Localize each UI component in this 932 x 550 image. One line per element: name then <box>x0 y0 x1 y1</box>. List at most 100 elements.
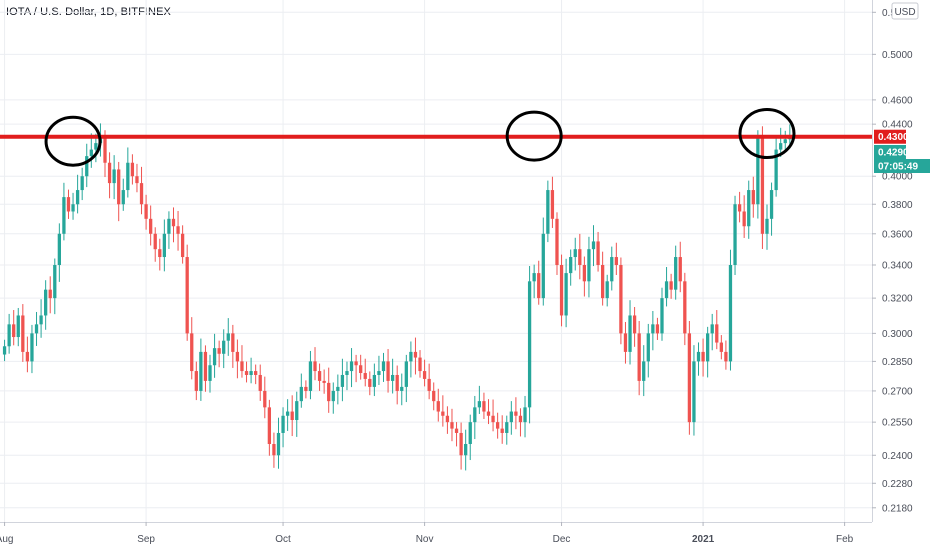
candle-body-up <box>527 281 532 408</box>
candle-body-down <box>751 190 755 205</box>
candle-body-up <box>85 156 89 177</box>
candle-body-down <box>737 204 742 212</box>
candle-series <box>2 123 792 471</box>
chart-grid <box>0 0 872 522</box>
price-tick-label: 0.3800 <box>882 200 913 211</box>
price-tick-label: 0.5000 <box>882 50 913 61</box>
candle-body-up <box>774 149 778 191</box>
candle-body-up <box>783 139 787 144</box>
candle-body-up <box>345 371 349 375</box>
candle-body-down <box>327 382 331 402</box>
candle-body-down <box>12 324 16 338</box>
candle-body-up <box>126 162 130 191</box>
candle-body-down <box>596 241 600 266</box>
candle-body-down <box>550 190 555 219</box>
candle-body-up <box>7 324 11 347</box>
candle-body-down <box>135 176 139 184</box>
candle-body-down <box>267 407 272 445</box>
annotation-circle <box>44 115 102 167</box>
candle-body-up <box>16 315 20 338</box>
candle-body-down <box>144 204 148 219</box>
candle-body-up <box>199 351 203 391</box>
candle-body-down <box>313 361 317 372</box>
candle-body-up <box>509 411 513 423</box>
candle-body-down <box>719 342 723 352</box>
candle-body-up <box>167 218 171 234</box>
candle-body-down <box>194 371 198 391</box>
candle-body-down <box>454 428 459 433</box>
candle-body-up <box>468 422 472 445</box>
candle-body-down <box>176 226 180 234</box>
candle-body-up <box>377 371 381 375</box>
candle-body-down <box>514 411 518 416</box>
candle-body-down <box>354 361 358 366</box>
candle-body-down <box>231 333 235 352</box>
candle-body-up <box>651 324 655 334</box>
candle-body-down <box>760 136 765 234</box>
candle-body-up <box>57 233 61 266</box>
price-tick-label: 0.4400 <box>882 120 913 131</box>
candle-body-up <box>464 444 468 456</box>
candle-body-down <box>518 415 523 423</box>
time-tick-label: Oct <box>275 534 291 545</box>
candle-body-down <box>25 351 30 362</box>
price-tick-label: 0.3600 <box>882 229 913 240</box>
price-tick-label: 0.2850 <box>882 357 913 368</box>
candle-body-up <box>71 204 75 212</box>
candle-body-up <box>696 351 701 362</box>
candle-body-up <box>212 348 217 366</box>
candle-body-down <box>317 371 322 381</box>
candle-body-up <box>628 315 632 352</box>
candle-body-down <box>240 361 244 372</box>
candle-body-down <box>272 444 276 456</box>
candle-body-down <box>537 273 541 299</box>
candle-body-down <box>441 411 445 416</box>
candle-body-down <box>130 162 135 177</box>
candle-body-down <box>235 351 240 362</box>
candle-body-down <box>363 373 367 379</box>
candle-body-down <box>582 265 587 282</box>
candle-body-down <box>422 371 427 379</box>
candle-body-up <box>610 257 614 282</box>
candle-body-down <box>217 348 221 354</box>
candle-body-down <box>495 422 500 429</box>
resistance-price-label-bg <box>874 129 906 144</box>
candle-body-down <box>687 333 692 423</box>
candle-body-up <box>564 273 568 316</box>
price-tick-label: 0.2700 <box>882 386 913 397</box>
price-tick-label: 0.4600 <box>882 95 913 106</box>
candle-body-up <box>112 169 116 184</box>
candle-body-down <box>445 415 450 423</box>
candle-body-up <box>372 374 377 387</box>
candle-body-down <box>258 374 262 391</box>
candle-body-down <box>254 371 258 375</box>
candle-body-up <box>331 390 335 402</box>
candle-body-up <box>121 190 125 205</box>
candle-body-up <box>642 361 646 381</box>
candle-body-up <box>222 340 226 354</box>
candle-body-up <box>62 197 66 234</box>
currency-label: USD <box>894 7 915 18</box>
time-tick-label: Dec <box>553 534 571 545</box>
candle-body-down <box>158 249 162 258</box>
time-axis[interactable]: Aug Sep Oct Nov Dec 2021 Feb <box>0 522 872 545</box>
time-tick-label: Aug <box>0 534 13 545</box>
candle-body-down <box>500 428 504 433</box>
candle-body-down <box>459 432 463 456</box>
candle-body-up <box>94 143 98 150</box>
candle-body-down <box>655 324 660 334</box>
candle-body-down <box>103 136 107 163</box>
price-axis[interactable]: 0.54000.50000.46000.44000.40000.38000.36… <box>872 0 919 522</box>
candle-body-up <box>30 333 34 362</box>
candle-body-down <box>427 378 431 391</box>
candle-body-up <box>162 233 166 258</box>
candle-body-down <box>107 162 112 184</box>
candle-body-down <box>263 390 267 408</box>
price-tick-label: 0.2280 <box>882 479 913 490</box>
candle-body-down <box>669 281 673 290</box>
candle-body-down <box>117 169 121 205</box>
time-tick-label: Nov <box>416 534 434 545</box>
candle-body-down <box>482 401 486 412</box>
candle-body-up <box>591 241 596 250</box>
